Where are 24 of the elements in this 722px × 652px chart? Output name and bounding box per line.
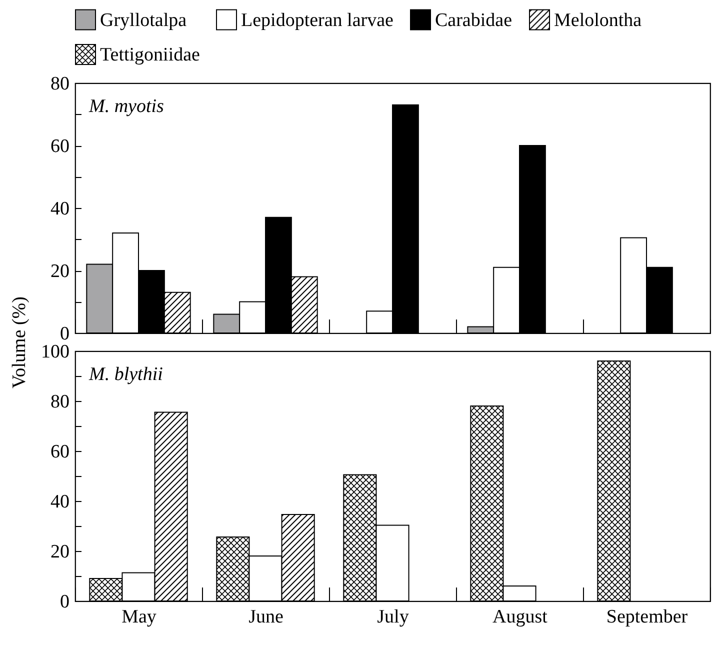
y-tick-label: 20 xyxy=(50,542,70,562)
x-tick-label: August xyxy=(492,606,548,628)
text: M. myotis xyxy=(88,96,164,117)
x-tick-label: September xyxy=(606,606,688,628)
y-tick-label: 40 xyxy=(50,492,70,512)
legend-label: Melolontha xyxy=(554,10,642,31)
y-tick-label: 40 xyxy=(50,198,70,220)
legend-label: Gryllotalpa xyxy=(100,10,188,31)
y-tick-label: 0 xyxy=(60,592,70,612)
y-tick-label: 100 xyxy=(41,342,70,362)
legend-label: Carabidae xyxy=(435,10,512,31)
legend-label: Tettigoniidae xyxy=(100,44,200,66)
y-axis-title: Volume (%) xyxy=(9,296,30,388)
y-tick-label: 0 xyxy=(60,324,70,344)
x-tick-label: June xyxy=(248,606,284,628)
text: M. blythii xyxy=(88,364,163,385)
legend-label: Lepidopteran larvae xyxy=(241,10,394,31)
y-tick-label: 80 xyxy=(50,392,70,412)
x-tick-label: May xyxy=(122,606,157,628)
y-tick-label: 60 xyxy=(50,442,70,462)
y-tick-label: 60 xyxy=(50,136,70,157)
y-tick-label: 20 xyxy=(50,261,70,282)
y-tick-label: 80 xyxy=(50,74,70,94)
x-tick-label: July xyxy=(377,606,410,628)
